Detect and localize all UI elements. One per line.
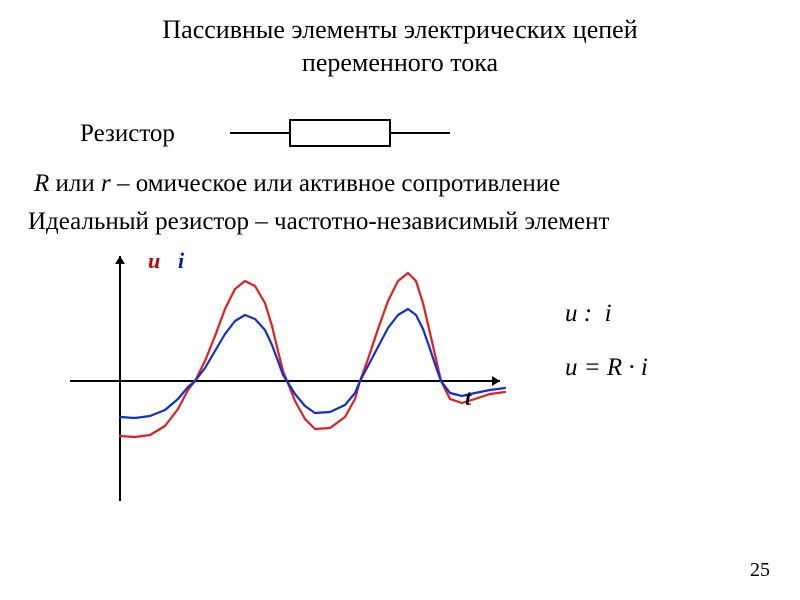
page-title: Пассивные элементы электрических цепейпе…: [0, 14, 800, 79]
title-text: Пассивные элементы электрических цепейпе…: [162, 15, 637, 77]
page-number: 25: [750, 559, 770, 582]
definition-text-1: R или r – омическое или активное сопроти…: [34, 170, 754, 198]
resistor-label: Резистор: [80, 120, 175, 148]
svg-text:t: t: [465, 385, 472, 410]
resistor-row: Резистор: [80, 116, 720, 156]
equations: u : i u = R · i: [565, 300, 745, 408]
definition-text-2-content: Идеальный резистор – частотно-независимы…: [28, 208, 609, 235]
equation-ohms-law: u = R · i: [565, 354, 745, 382]
slide: Пассивные элементы электрических цепейпе…: [0, 0, 800, 600]
svg-text:u: u: [148, 248, 160, 273]
resistor-symbol: [230, 116, 450, 150]
equation-proportional: u : i: [565, 300, 745, 328]
svg-text:i: i: [178, 248, 185, 273]
definition-text-2: Идеальный резистор – частотно-независимы…: [28, 208, 758, 236]
waveform-chart: ui t: [60, 246, 510, 516]
definition-text-1-content: R или r – омическое или активное сопроти…: [34, 170, 560, 197]
